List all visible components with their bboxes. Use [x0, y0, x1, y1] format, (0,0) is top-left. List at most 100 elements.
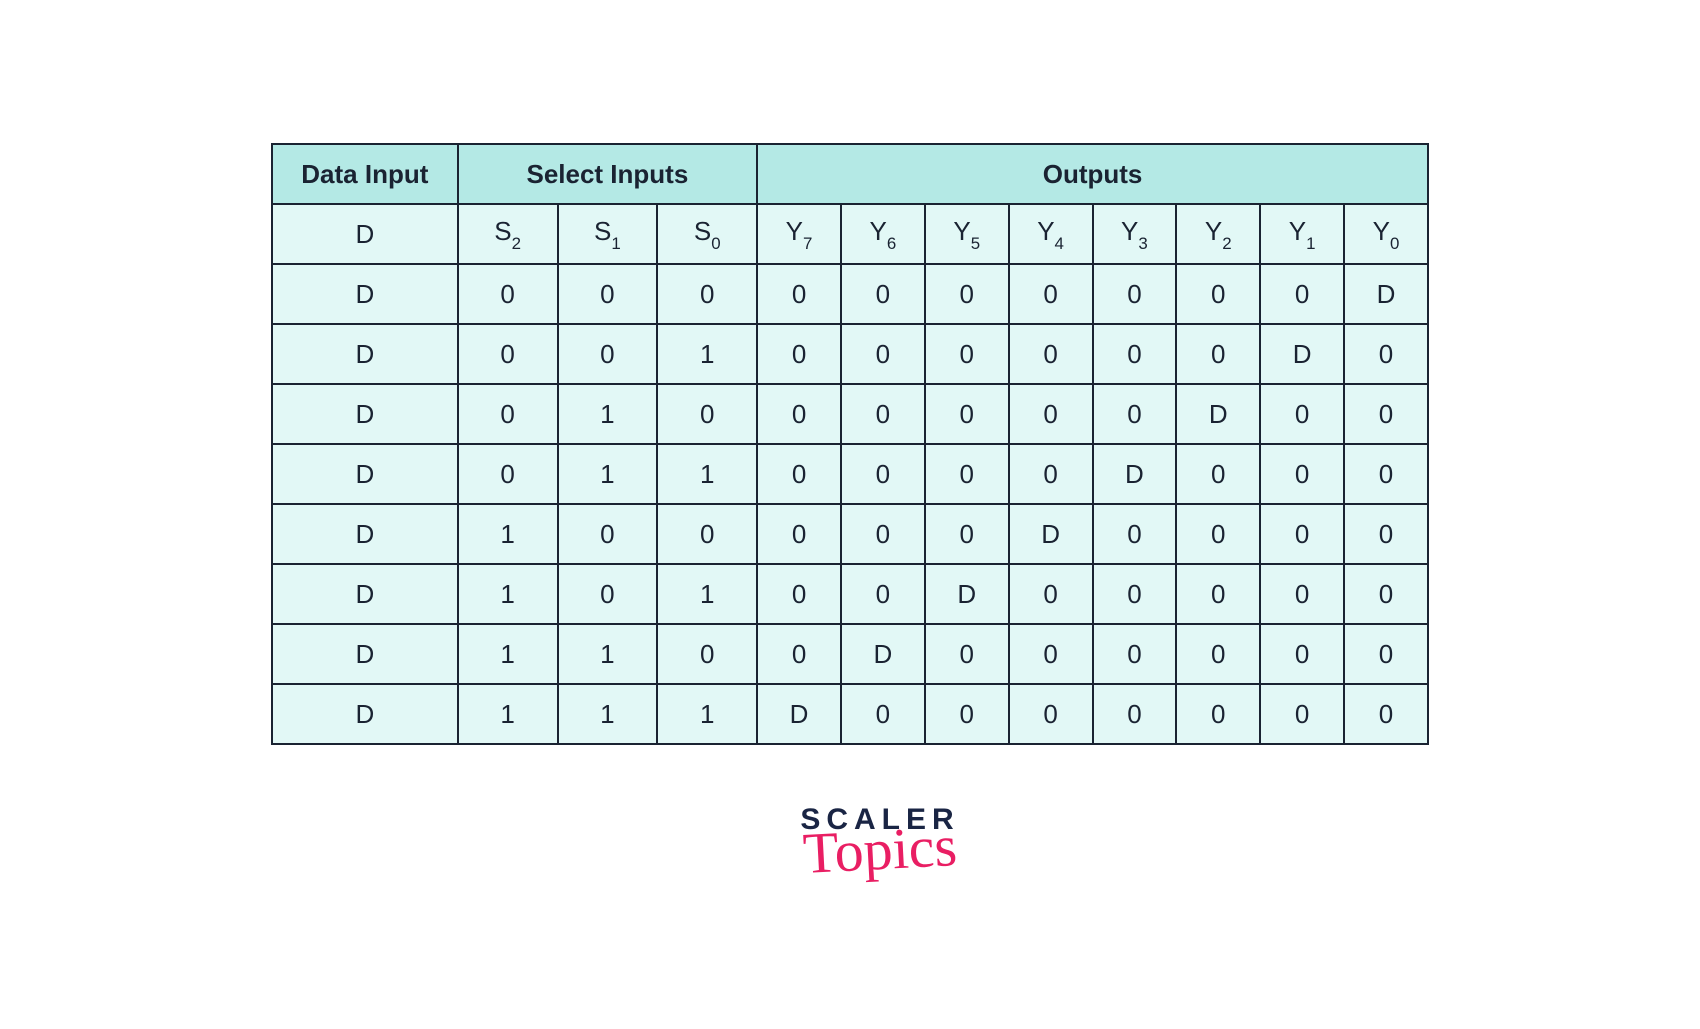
table-cell: 0: [757, 564, 841, 624]
table-cell: 0: [757, 624, 841, 684]
table-row: D100000D0000: [272, 504, 1428, 564]
table-cell: 0: [925, 684, 1009, 744]
subheader-cell: Y0: [1344, 204, 1428, 264]
table-cell: 0: [458, 384, 558, 444]
table-row: D01000000D00: [272, 384, 1428, 444]
table-cell: 0: [841, 504, 925, 564]
table-cell: 0: [1009, 324, 1093, 384]
table-cell: D: [1176, 384, 1260, 444]
table-cell: 0: [841, 324, 925, 384]
subheader-cell: Y3: [1093, 204, 1177, 264]
table-cell: 0: [757, 264, 841, 324]
truth-table: Data Input Select Inputs Outputs DS2S1S0…: [271, 143, 1429, 745]
table-cell: 1: [657, 324, 757, 384]
table-row: D1100D000000: [272, 624, 1428, 684]
table-cell: 0: [925, 444, 1009, 504]
table-cell: 0: [458, 264, 558, 324]
table-cell: 0: [558, 564, 658, 624]
table-cell: 0: [1009, 384, 1093, 444]
table-cell: D: [1093, 444, 1177, 504]
subheader-cell: Y5: [925, 204, 1009, 264]
table-cell: D: [1344, 264, 1428, 324]
table-cell: 0: [1009, 564, 1093, 624]
table-cell: 0: [1344, 624, 1428, 684]
table-cell: 0: [1344, 384, 1428, 444]
table-cell: 0: [841, 444, 925, 504]
table-cell: 1: [458, 684, 558, 744]
table-cell: 0: [1176, 624, 1260, 684]
table-cell: 0: [841, 564, 925, 624]
table-cell: D: [757, 684, 841, 744]
header-select-inputs: Select Inputs: [458, 144, 757, 204]
table-cell: 1: [657, 684, 757, 744]
table-cell: 0: [1009, 684, 1093, 744]
table-cell: 0: [757, 504, 841, 564]
table-cell: 0: [925, 504, 1009, 564]
table-cell: 0: [1344, 504, 1428, 564]
table-row: D111D0000000: [272, 684, 1428, 744]
table-cell: D: [272, 684, 458, 744]
table-cell: 1: [657, 564, 757, 624]
table-cell: 0: [1344, 564, 1428, 624]
subheader-cell: D: [272, 204, 458, 264]
scaler-topics-logo: SCALER Topics: [785, 805, 975, 873]
table-cell: 0: [757, 444, 841, 504]
subheader-cell: Y4: [1009, 204, 1093, 264]
table-cell: 0: [1176, 564, 1260, 624]
table-cell: D: [1009, 504, 1093, 564]
table-cell: 0: [925, 324, 1009, 384]
logo-line2: Topics: [784, 822, 976, 878]
table-cell: 0: [1093, 324, 1177, 384]
table-cell: 0: [1176, 264, 1260, 324]
table-row: D0110000D000: [272, 444, 1428, 504]
table-cell: 0: [757, 384, 841, 444]
table-cell: 0: [1260, 624, 1344, 684]
table-cell: 1: [657, 444, 757, 504]
table-cell: 0: [757, 324, 841, 384]
table-cell: 0: [558, 324, 658, 384]
subheader-cell: S2: [458, 204, 558, 264]
table-row: D0000000000D: [272, 264, 1428, 324]
header-group-row: Data Input Select Inputs Outputs: [272, 144, 1428, 204]
table-cell: D: [1260, 324, 1344, 384]
table-cell: 0: [1260, 384, 1344, 444]
table-cell: D: [272, 444, 458, 504]
table-cell: 0: [558, 264, 658, 324]
table-cell: 0: [1009, 444, 1093, 504]
table-cell: 0: [1176, 444, 1260, 504]
table-cell: 1: [458, 624, 558, 684]
table-cell: 0: [1093, 564, 1177, 624]
table-cell: 0: [1260, 444, 1344, 504]
subheader-row: DS2S1S0Y7Y6Y5Y4Y3Y2Y1Y0: [272, 204, 1428, 264]
table-cell: 0: [1344, 444, 1428, 504]
table-cell: 1: [458, 504, 558, 564]
table-cell: 1: [558, 444, 658, 504]
table-cell: D: [272, 384, 458, 444]
table-cell: 0: [1009, 624, 1093, 684]
subheader-cell: Y6: [841, 204, 925, 264]
table-cell: 1: [558, 384, 658, 444]
table-cell: 0: [841, 264, 925, 324]
subheader-cell: Y2: [1176, 204, 1260, 264]
table-cell: 1: [558, 624, 658, 684]
table-cell: 0: [657, 504, 757, 564]
table-cell: 0: [1093, 624, 1177, 684]
table-cell: 1: [458, 564, 558, 624]
table-body: DS2S1S0Y7Y6Y5Y4Y3Y2Y1Y0D0000000000DD0010…: [272, 204, 1428, 744]
table-row: D10100D00000: [272, 564, 1428, 624]
table-cell: 0: [925, 624, 1009, 684]
table-cell: 0: [458, 324, 558, 384]
table-cell: 0: [558, 504, 658, 564]
table-cell: D: [272, 504, 458, 564]
table-cell: 0: [1260, 504, 1344, 564]
table-cell: 0: [1260, 264, 1344, 324]
table-cell: D: [272, 564, 458, 624]
subheader-cell: Y1: [1260, 204, 1344, 264]
table-cell: 0: [1344, 684, 1428, 744]
subheader-cell: Y7: [757, 204, 841, 264]
table-cell: 0: [1260, 564, 1344, 624]
table-cell: 0: [841, 384, 925, 444]
table-cell: D: [272, 264, 458, 324]
table-cell: 0: [1093, 684, 1177, 744]
table-cell: 1: [558, 684, 658, 744]
